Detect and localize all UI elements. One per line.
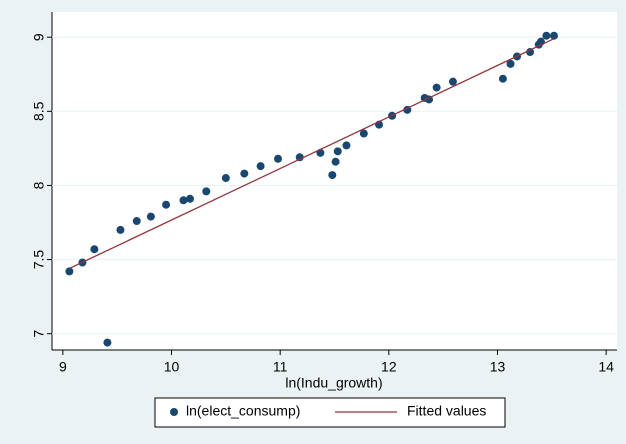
point bbox=[274, 154, 282, 163]
y-tick-label: 8.5 bbox=[31, 101, 47, 121]
point bbox=[448, 77, 457, 86]
point bbox=[185, 194, 194, 203]
legend-label: Fitted values bbox=[407, 403, 486, 419]
point bbox=[132, 217, 141, 226]
point bbox=[342, 141, 351, 150]
point bbox=[498, 74, 507, 83]
legend-swatch bbox=[170, 408, 178, 416]
point bbox=[542, 31, 551, 40]
point bbox=[328, 171, 337, 180]
x-tick-label: 14 bbox=[598, 359, 614, 375]
y-tick-label: 9 bbox=[31, 33, 47, 41]
x-tick-label: 10 bbox=[164, 359, 180, 375]
point bbox=[549, 31, 558, 40]
x-tick-label: 12 bbox=[381, 359, 397, 375]
point bbox=[162, 200, 171, 209]
x-tick-label: 11 bbox=[273, 359, 288, 375]
point bbox=[103, 338, 112, 347]
x-tick-label: 9 bbox=[59, 359, 67, 375]
point bbox=[331, 157, 340, 166]
point bbox=[526, 48, 535, 57]
point bbox=[333, 147, 342, 156]
plot-area bbox=[52, 12, 617, 350]
y-tick-label: 7.5 bbox=[31, 250, 47, 270]
point bbox=[221, 174, 230, 183]
point bbox=[90, 245, 99, 254]
legend-label: ln(elect_consump) bbox=[186, 403, 300, 419]
point bbox=[202, 187, 211, 196]
point bbox=[359, 129, 368, 138]
point bbox=[256, 162, 265, 171]
point bbox=[65, 267, 74, 276]
fitted-line bbox=[69, 38, 555, 270]
x-axis-label: ln(Indu_growth) bbox=[285, 375, 382, 391]
point bbox=[116, 225, 125, 234]
y-tick-label: 7 bbox=[31, 330, 47, 338]
point bbox=[432, 83, 441, 92]
x-tick-label: 13 bbox=[490, 359, 506, 375]
point bbox=[179, 196, 188, 205]
legend bbox=[154, 397, 506, 428]
point bbox=[295, 153, 304, 162]
y-tick-label: 8 bbox=[31, 181, 47, 189]
point bbox=[146, 212, 155, 221]
point bbox=[506, 59, 515, 68]
point bbox=[240, 169, 249, 178]
